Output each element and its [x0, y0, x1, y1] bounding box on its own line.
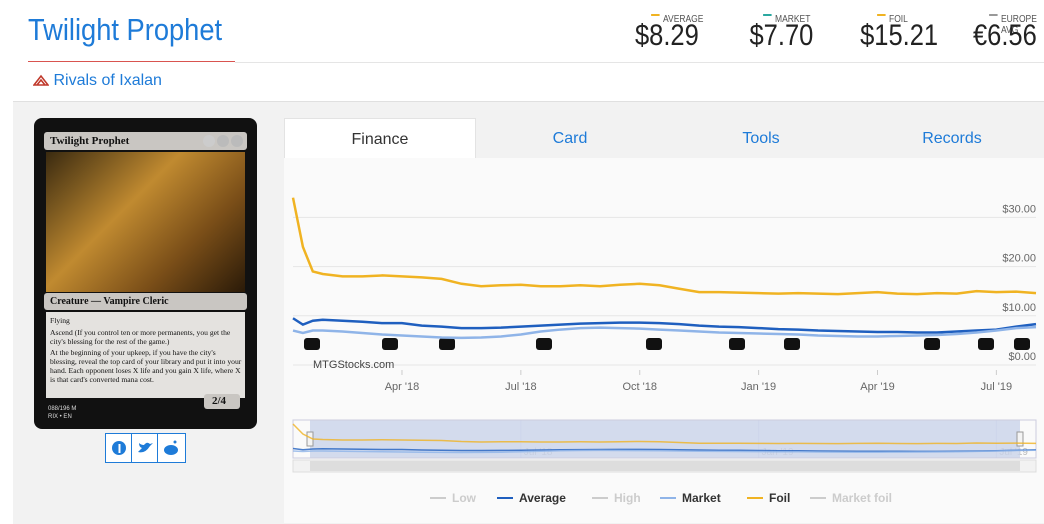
tab[interactable]: Card	[552, 130, 588, 147]
price-swatch	[651, 14, 660, 17]
y-tick-label: $20.00	[1002, 253, 1036, 265]
price-label-text: FOIL	[889, 14, 908, 26]
mana-cost	[203, 135, 243, 147]
y-tick-label: $10.00	[1002, 302, 1036, 314]
text-box	[46, 312, 245, 398]
set-symbol	[382, 338, 398, 350]
title-underline	[28, 61, 235, 62]
power-toughness: 2/4	[212, 395, 227, 407]
set-symbol	[924, 338, 940, 350]
price-value: $8.29	[634, 19, 699, 52]
navigator-line	[292, 423, 1037, 445]
icon	[138, 442, 153, 453]
y-tick-label: $30.00	[1002, 203, 1036, 215]
collector-number: 088/196 M	[48, 406, 77, 412]
x-tick-label: Jan '19	[741, 381, 776, 393]
icon	[164, 440, 178, 455]
scrollbar-thumb[interactable]	[310, 461, 1020, 471]
x-tick-label: Apr '18	[385, 381, 420, 393]
price-value: $15.21	[860, 19, 939, 52]
set-symbol	[536, 338, 552, 350]
header-divider	[235, 62, 1044, 63]
legend-label[interactable]: Market	[682, 491, 721, 505]
set-symbol	[304, 338, 320, 350]
card-art	[46, 152, 245, 292]
card-image: Twilight Prophet Creature — Vampire Cler…	[34, 118, 257, 429]
price-label-text: MARKET	[775, 14, 811, 26]
legend-label[interactable]: Low	[452, 491, 477, 505]
card-type: Creature — Vampire Cleric	[50, 296, 169, 307]
price-label: MARKET	[750, 10, 811, 26]
tab[interactable]: Tools	[742, 130, 780, 147]
x-tick-label: Jul '18	[505, 381, 536, 393]
set-link[interactable]: Rivals of Ixalan	[32, 72, 162, 90]
set-symbol	[978, 338, 994, 350]
icon	[112, 441, 126, 455]
x-tick-label: Oct '18	[622, 381, 657, 393]
set-symbol	[646, 338, 662, 350]
navigator-frame	[292, 419, 1037, 459]
price-label: FOIL	[860, 10, 918, 26]
price-swatch	[989, 14, 998, 17]
navigator-handle[interactable]	[1016, 431, 1024, 447]
price: MARKET $7.70	[745, 10, 814, 53]
chart: $0.00 $10.00 $20.00 $30.00 Apr '18 Jul '18 Jul…	[291, 197, 1037, 505]
share-reddit[interactable]	[157, 433, 186, 463]
set-name[interactable]: Rivals of Ixalan	[53, 72, 162, 89]
price: EUROPE AVG €6.56	[968, 10, 1037, 53]
set-symbol	[1014, 338, 1030, 350]
series-line	[292, 317, 1037, 334]
legend-label[interactable]: Average	[519, 491, 566, 505]
watermark: MTGStocks.com	[313, 359, 394, 371]
price-value: €6.56	[972, 19, 1037, 52]
tab[interactable]: Records	[922, 130, 982, 147]
rules-text: Flying Ascend (If you control ten or mor…	[50, 316, 242, 384]
price-value: $7.70	[749, 19, 814, 52]
rule: At the beginning of your upkeep, if you …	[50, 348, 242, 384]
share-twitter[interactable]	[131, 433, 159, 463]
series-line	[292, 325, 1037, 340]
pt-box	[204, 394, 240, 409]
share-facebook[interactable]	[105, 433, 133, 463]
navigator-line	[292, 449, 1037, 454]
price: FOIL $15.21	[855, 10, 939, 53]
price-label-text: EUROPE AVG	[1001, 14, 1037, 37]
x-tick-label: Jul '19	[981, 381, 1012, 393]
price-label-text: AVERAGE	[663, 14, 704, 26]
card-name-bar	[44, 132, 247, 150]
x-tick-label: Apr '19	[860, 381, 895, 393]
legend-label[interactable]: High	[614, 491, 641, 505]
price-label: AVERAGE	[635, 10, 704, 26]
card-name: Twilight Prophet	[50, 135, 130, 147]
tab[interactable]: Finance	[284, 118, 476, 159]
type-bar	[44, 293, 247, 310]
price: AVERAGE $8.29	[630, 10, 704, 53]
price-swatch	[763, 14, 772, 17]
legend-label[interactable]: Foil	[769, 491, 790, 505]
price-swatch	[877, 14, 886, 17]
set-icon	[32, 74, 50, 86]
legend-label[interactable]: Market foil	[832, 491, 892, 505]
set-line: RIX • EN	[48, 414, 72, 420]
y-tick-label: $0.00	[1008, 351, 1036, 363]
rule: Ascend (If you control ten or more perma…	[50, 328, 231, 346]
set-symbol	[439, 338, 455, 350]
set-symbol	[784, 338, 800, 350]
rule: Flying	[50, 316, 70, 325]
series-line	[291, 197, 1037, 296]
set-symbol	[729, 338, 745, 350]
card-title: Twilight Prophet	[28, 12, 223, 47]
